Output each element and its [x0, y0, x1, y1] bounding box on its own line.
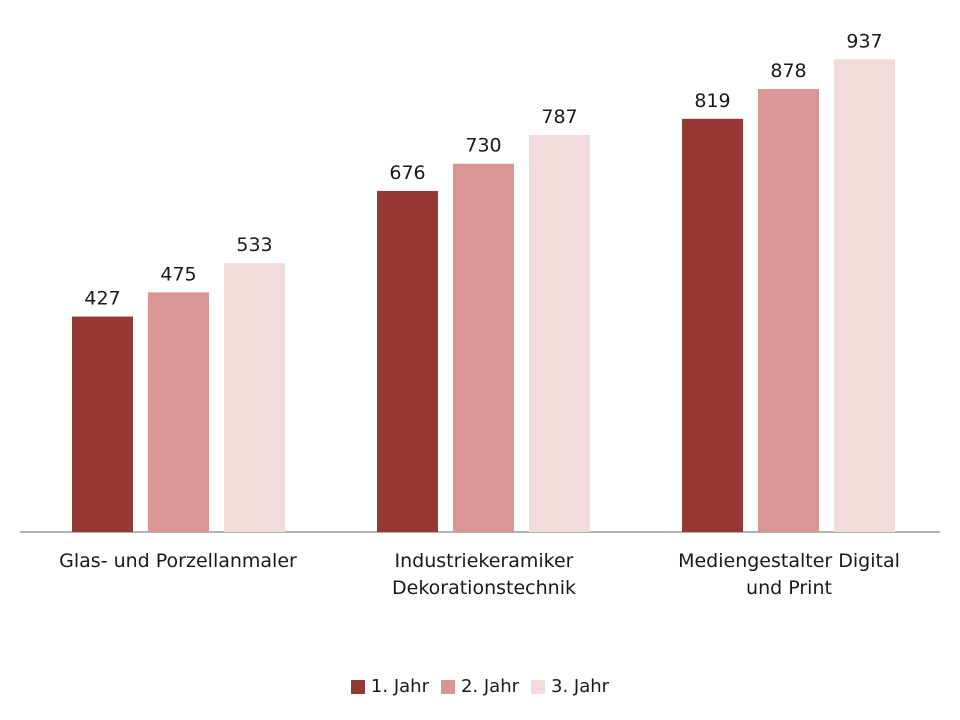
category-label-industriekeramiker: Industriekeramiker Dekorationstechnik: [334, 548, 634, 602]
legend-item-1-jahr: 1. Jahr: [350, 676, 429, 697]
legend-item-3-jahr: 3. Jahr: [531, 676, 609, 697]
legend-label: 2. Jahr: [460, 676, 520, 697]
category-label-mediengestalter: Mediengestalter Digital und Print: [639, 548, 939, 602]
legend-swatch: [440, 679, 455, 694]
data-label: 819: [694, 90, 730, 112]
bar: [224, 263, 285, 532]
bar: [529, 134, 590, 532]
bar: [72, 316, 133, 532]
data-label: 878: [770, 60, 806, 82]
category-label-glas-porzellanmaler: Glas- und Porzellanmaler: [28, 548, 328, 575]
legend-label: 1. Jahr: [370, 676, 429, 697]
category-label-line: Dekorationstechnik: [392, 577, 576, 599]
category-label-line: Glas- und Porzellanmaler: [59, 550, 297, 572]
legend: 1. Jahr 2. Jahr 3. Jahr: [0, 676, 960, 697]
bar: [834, 59, 895, 532]
bar: [682, 118, 743, 532]
legend-swatch: [531, 679, 546, 694]
data-label: 730: [465, 135, 501, 157]
category-label-line: Industriekeramiker: [394, 550, 574, 572]
data-label: 475: [160, 263, 196, 285]
bar: [377, 190, 438, 532]
legend-swatch: [350, 679, 365, 694]
legend-item-2-jahr: 2. Jahr: [440, 676, 520, 697]
data-label: 427: [84, 288, 120, 310]
legend-label: 3. Jahr: [551, 676, 610, 697]
category-label-line: Mediengestalter Digital: [678, 550, 900, 572]
bar: [758, 89, 819, 532]
bar: [453, 163, 514, 532]
data-label: 937: [846, 30, 882, 52]
data-label: 533: [236, 234, 272, 256]
category-label-line: und Print: [746, 577, 832, 599]
bar: [148, 292, 209, 532]
data-label: 676: [389, 162, 425, 184]
data-label: 787: [541, 106, 577, 128]
